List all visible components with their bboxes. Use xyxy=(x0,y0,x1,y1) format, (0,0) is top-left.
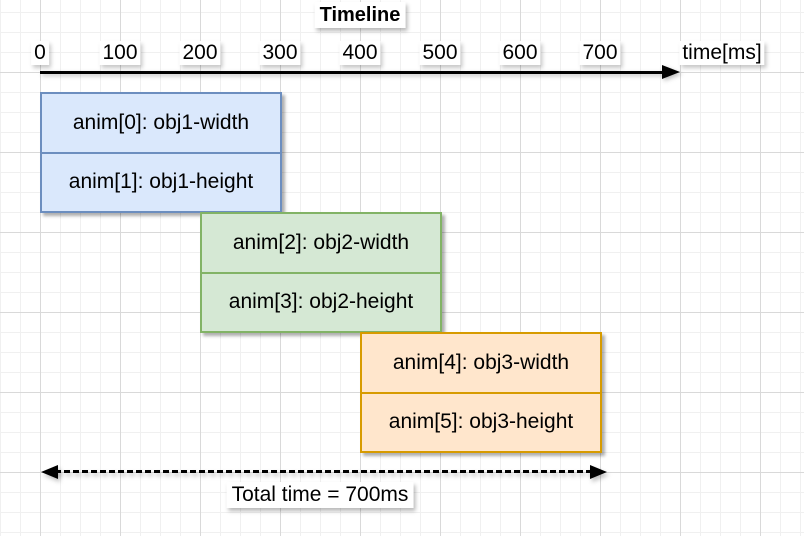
diagram-title: Timeline xyxy=(314,2,406,28)
total-arrowhead-right-icon xyxy=(590,465,607,479)
total-arrowhead-left-icon xyxy=(41,465,58,479)
anim-bar-4-label: anim[4]: obj3-width xyxy=(392,350,570,374)
anim-bar-0: anim[0]: obj1-width xyxy=(42,94,280,152)
total-time-label: Total time = 700ms xyxy=(226,482,414,508)
anim-bar-0-label: anim[0]: obj1-width xyxy=(72,110,250,134)
track-obj1: anim[0]: obj1-width anim[1]: obj1-height xyxy=(40,92,282,213)
axis-tick-400: 400 xyxy=(339,41,381,65)
axis-tick-0: 0 xyxy=(31,41,49,65)
anim-bar-1: anim[1]: obj1-height xyxy=(42,151,280,212)
anim-bar-3-label: anim[3]: obj2-height xyxy=(228,290,414,314)
axis-tick-500: 500 xyxy=(419,41,461,65)
track-obj3: anim[4]: obj3-width anim[5]: obj3-height xyxy=(360,332,602,453)
anim-bar-3: anim[3]: obj2-height xyxy=(202,271,440,332)
timeline-axis-line xyxy=(40,71,666,74)
axis-tick-700: 700 xyxy=(579,41,621,65)
axis-unit-label: time[ms] xyxy=(679,41,765,65)
anim-bar-4: anim[4]: obj3-width xyxy=(362,334,600,392)
anim-bar-5-label: anim[5]: obj3-height xyxy=(388,410,574,434)
axis-tick-300: 300 xyxy=(259,41,301,65)
track-obj2: anim[2]: obj2-width anim[3]: obj2-height xyxy=(200,212,442,333)
anim-bar-2: anim[2]: obj2-width xyxy=(202,214,440,272)
anim-bar-1-label: anim[1]: obj1-height xyxy=(68,170,254,194)
anim-bar-2-label: anim[2]: obj2-width xyxy=(232,230,410,254)
axis-tick-600: 600 xyxy=(499,41,541,65)
axis-tick-100: 100 xyxy=(99,41,141,65)
axis-arrowhead-right-icon xyxy=(662,65,680,79)
axis-tick-200: 200 xyxy=(179,41,221,65)
total-time-dashed-line xyxy=(55,470,592,473)
anim-bar-5: anim[5]: obj3-height xyxy=(362,391,600,452)
